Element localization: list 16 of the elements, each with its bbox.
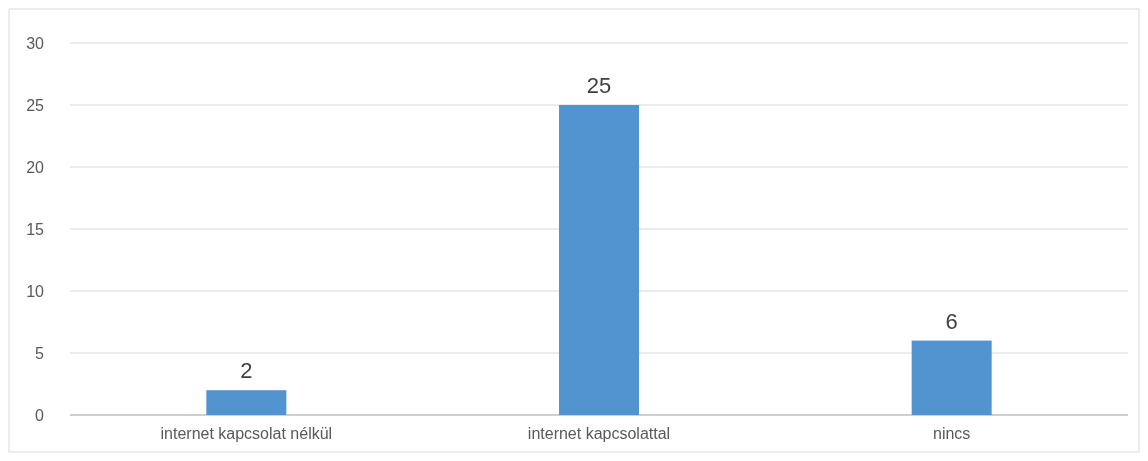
x-tick-label: internet kapcsolattal — [527, 425, 671, 442]
y-tick-label: 20 — [26, 158, 45, 176]
y-tick-label: 10 — [26, 282, 45, 300]
y-tick-label: 5 — [35, 344, 45, 362]
y-tick-label: 15 — [26, 220, 45, 238]
x-tick-label: internet kapcsolat nélkül — [160, 425, 333, 442]
x-tick-label: nincs — [932, 425, 971, 442]
y-tick-label: 30 — [26, 34, 45, 52]
bar — [911, 340, 992, 415]
data-label: 2 — [240, 358, 253, 384]
bar — [206, 390, 287, 415]
y-tick-label: 25 — [26, 96, 45, 114]
data-label: 6 — [945, 308, 958, 334]
y-tick-label: 0 — [35, 406, 45, 424]
data-label: 25 — [586, 73, 612, 98]
bar — [559, 105, 639, 415]
